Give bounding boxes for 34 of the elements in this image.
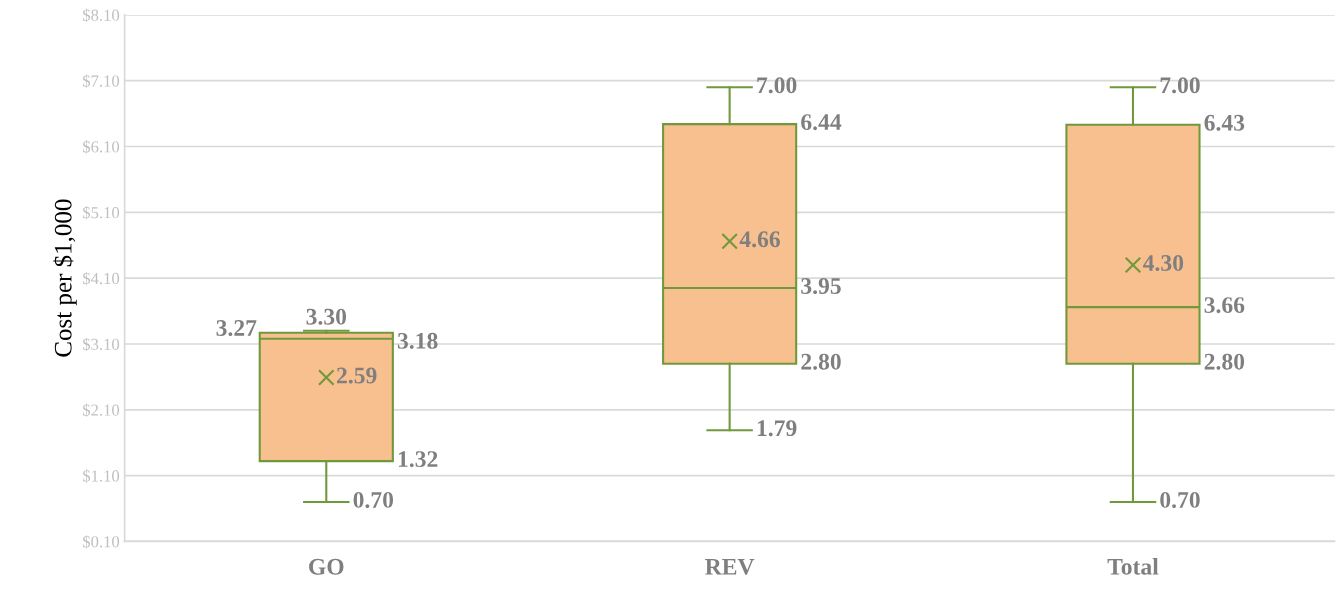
point (1124, 256, 1142, 274)
annotation: 3.66 (1204, 297, 1245, 314)
annotation: 7.00 (757, 77, 797, 94)
annotation: 0.70 (353, 491, 394, 508)
y-tick-label: $6.10 (82, 140, 120, 154)
x-tick-label: GO (309, 558, 344, 575)
x-tick-label: Total (1107, 558, 1159, 575)
annotation: 2.59 (337, 367, 377, 384)
point (721, 232, 738, 250)
annotation: 7.00 (1160, 77, 1200, 94)
y-tick-label: $2.10 (82, 403, 120, 417)
annotation: 1.79 (757, 420, 797, 437)
y-tick-label: $1.10 (82, 469, 120, 483)
y-tick-label: $3.10 (82, 337, 120, 352)
annotation: 3.18 (397, 332, 438, 349)
y-tick-label: $5.10 (82, 206, 120, 220)
annotation: 6.44 (801, 114, 842, 131)
y-tick-label: $7.10 (82, 74, 120, 88)
annotation: 4.30 (1143, 254, 1184, 272)
y-tick-label: $4.10 (82, 271, 120, 286)
annotation: 2.80 (1204, 353, 1245, 370)
y-axis-title: Cost per $1,000 (53, 199, 77, 357)
annotation: 3.30 (306, 308, 347, 325)
annotation: 1.32 (398, 451, 438, 468)
annotation: 6.43 (1204, 114, 1245, 131)
point (317, 369, 335, 386)
annotation: 2.80 (801, 353, 841, 370)
y-tick-label: $0.10 (82, 535, 120, 549)
x-tick-label: REV (705, 559, 755, 575)
annotation: 0.70 (1160, 491, 1200, 508)
annotation: 4.66 (739, 231, 780, 248)
annotation: 3.27 (216, 320, 257, 337)
annotation: 3.95 (801, 278, 841, 295)
y-tick-label: $8.10 (82, 8, 120, 22)
